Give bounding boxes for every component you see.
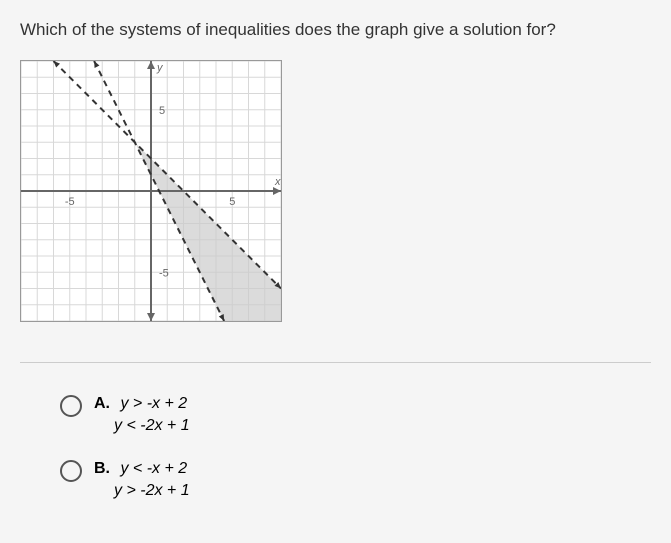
option-b-ineq1: y < -x + 2	[120, 460, 187, 477]
coordinate-graph: -5 -5 5 5 x y	[20, 60, 282, 322]
option-a[interactable]: A. y > -x + 2 y < -2x + 1	[60, 393, 651, 438]
radio-b[interactable]	[60, 460, 82, 482]
svg-text:-5: -5	[65, 196, 75, 208]
svg-text:-5: -5	[159, 267, 169, 279]
option-b[interactable]: B. y < -x + 2 y > -2x + 1	[60, 458, 651, 503]
option-a-ineq2: y < -2x + 1	[114, 417, 190, 434]
graph-svg: -5 -5 5 5 x y	[21, 61, 281, 321]
radio-a[interactable]	[60, 395, 82, 417]
svg-text:5: 5	[159, 105, 165, 117]
option-a-ineq1: y > -x + 2	[120, 395, 187, 412]
svg-text:5: 5	[229, 196, 235, 208]
svg-text:x: x	[274, 176, 281, 188]
svg-text:y: y	[156, 62, 164, 74]
option-a-letter: A.	[94, 395, 110, 412]
divider	[20, 362, 651, 363]
option-b-ineq2: y > -2x + 1	[114, 482, 190, 499]
question-text: Which of the systems of inequalities doe…	[20, 20, 651, 40]
answer-options: A. y > -x + 2 y < -2x + 1 B. y < -x + 2 …	[20, 393, 651, 503]
option-b-letter: B.	[94, 460, 110, 477]
